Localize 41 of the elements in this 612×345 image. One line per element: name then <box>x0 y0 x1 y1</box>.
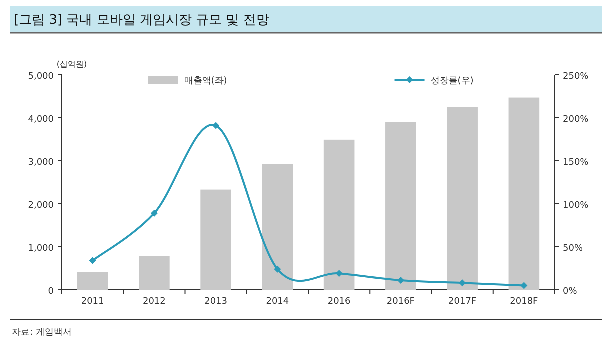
bar <box>324 140 355 290</box>
chart-title: [그림 3] 국내 모바일 게임시장 규모 및 전망 <box>14 13 270 28</box>
x-tick-label: 2013 <box>204 297 228 307</box>
point <box>89 257 96 264</box>
y-tick-label: 0 <box>48 287 54 297</box>
y2-tick-label: 250% <box>563 72 590 82</box>
y2-tick-label: 50% <box>563 244 584 254</box>
text: 자료: 게임백서 <box>12 328 72 338</box>
bar <box>508 98 540 290</box>
point <box>212 122 220 130</box>
point <box>336 270 343 278</box>
bar <box>139 256 170 290</box>
x-tick-label: 2012 <box>142 297 166 307</box>
x-tick-label: 2017F <box>448 297 477 307</box>
point <box>150 210 158 217</box>
x-tick-label: 2018F <box>510 297 538 307</box>
bar <box>447 107 478 290</box>
y2-tick-label: 150% <box>563 158 590 168</box>
y2-tick-label: 100% <box>563 201 590 211</box>
y-tick-label: 3,000 <box>28 158 54 168</box>
bar <box>77 272 108 290</box>
legend-label: 성장률(우) <box>430 76 474 86</box>
bar <box>386 122 416 290</box>
point <box>274 266 282 273</box>
y-tick-label: 2,000 <box>28 201 54 211</box>
x-tick-label: 2011 <box>81 297 104 307</box>
point <box>459 280 466 287</box>
y-axis-title: (십억원) <box>56 60 88 69</box>
point <box>397 277 404 284</box>
bar <box>262 164 294 290</box>
x-tick-label: 2016 <box>328 297 352 307</box>
point <box>520 282 528 290</box>
y2-tick-label: 0% <box>563 287 578 297</box>
x-tick-label: 2014 <box>266 297 290 307</box>
bar <box>200 190 232 290</box>
y-tick-label: 1,000 <box>28 244 54 254</box>
y-tick-label: 5,000 <box>28 72 54 82</box>
legend-label: 매출액(좌) <box>184 76 228 86</box>
y2-tick-label: 200% <box>563 115 590 125</box>
x-tick-label: 2016F <box>386 297 415 307</box>
y-tick-label: 4,000 <box>28 115 54 125</box>
